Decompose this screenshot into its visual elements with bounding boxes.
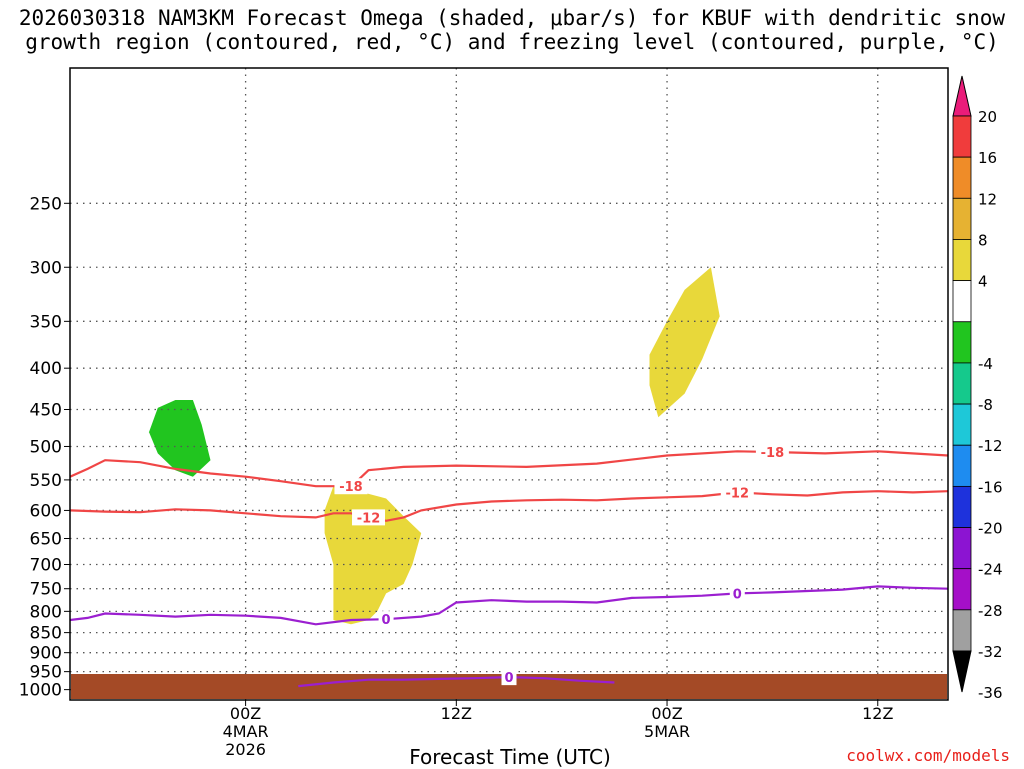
colorbar-seg-4 (953, 281, 971, 322)
colorbar-label-11: -28 (978, 602, 1003, 620)
source-credit: coolwx.com/models (846, 746, 1010, 765)
ytick-label-950: 950 (30, 663, 62, 683)
colorbar-seg-9 (953, 486, 971, 527)
colorbar-label-9: -20 (978, 520, 1003, 538)
contour-label-freezing-level-0: 0 (382, 613, 391, 628)
x-axis-title: Forecast Time (UTC) (350, 745, 670, 769)
contour-label-dgz-top-0: -18 (339, 480, 363, 495)
ytick-label-450: 450 (30, 401, 62, 421)
colorbar-seg-12 (953, 610, 971, 651)
colorbar-label-5: -4 (978, 355, 993, 373)
ytick-label-300: 300 (30, 258, 62, 278)
colorbar-label-7: -12 (978, 437, 1003, 455)
colorbar-seg-1 (953, 157, 971, 198)
colorbar-label-10: -24 (978, 561, 1003, 579)
ytick-label-350: 350 (30, 312, 62, 332)
ytick-label-400: 400 (30, 359, 62, 379)
colorbar-label-3: 8 (978, 231, 988, 249)
ytick-label-250: 250 (30, 194, 62, 214)
ytick-label-1000: 1000 (19, 681, 62, 701)
xtick-label-0-2: 2026 (225, 740, 266, 759)
ytick-label-700: 700 (30, 556, 62, 576)
ytick-label-800: 800 (30, 602, 62, 622)
omega-region-orange-low (1018, 502, 1024, 607)
colorbar-seg-2 (953, 198, 971, 239)
colorbar-top-arrow (953, 76, 971, 116)
colorbar-label-6: -8 (978, 396, 993, 414)
xtick-label-36-0: 12Z (862, 704, 893, 723)
omega-colorbar: 20 16 12 8 4 -4 -8 -12 -16 -20 -24 -28 -32 -36 (953, 76, 1003, 702)
plot-area (70, 68, 948, 700)
contour-label-dgz-top-1: -18 (761, 446, 785, 461)
colorbar-label-0: 20 (978, 108, 997, 126)
ytick-label-900: 900 (30, 644, 62, 664)
colorbar-bottom-arrow (953, 651, 971, 692)
colorbar-label-1: 16 (978, 149, 997, 167)
colorbar-seg-11 (953, 569, 971, 610)
colorbar-seg-10 (953, 528, 971, 569)
colorbar-seg-6 (953, 363, 971, 404)
colorbar-label-8: -16 (978, 478, 1003, 496)
ytick-label-850: 850 (30, 624, 62, 644)
ytick-label-650: 650 (30, 530, 62, 550)
ytick-label-750: 750 (30, 580, 62, 600)
contour-label-dgz-bottom-0: -12 (357, 511, 381, 526)
xtick-label-12-0: 12Z (441, 704, 472, 723)
colorbar-label-4: 4 (978, 273, 988, 291)
contour-label-freezing-level-1: 0 (733, 587, 742, 602)
xtick-label-0-1: 4MAR (223, 722, 269, 741)
ytick-label-600: 600 (30, 501, 62, 521)
contour-label-freezing-level-low-0: 0 (504, 671, 513, 686)
ytick-label-500: 500 (30, 437, 62, 457)
contour-label-dgz-bottom-1: -12 (726, 486, 750, 501)
colorbar-label-13: -36 (978, 684, 1003, 702)
colorbar-label-12: -32 (978, 643, 1003, 661)
colorbar-seg-5 (953, 322, 971, 363)
ytick-label-550: 550 (30, 471, 62, 491)
pressure-axis: 2503003504004505005506006507007508008509… (19, 194, 70, 700)
colorbar-seg-0 (953, 116, 971, 157)
xtick-label-0-0: 00Z (230, 704, 261, 723)
colorbar-label-2: 12 (978, 190, 997, 208)
colorbar-seg-3 (953, 239, 971, 280)
colorbar-seg-8 (953, 445, 971, 486)
colorbar-seg-7 (953, 404, 971, 445)
omega-region-green-storm (1010, 166, 1024, 476)
xtick-label-24-1: 5MAR (644, 722, 690, 741)
xtick-label-24-0: 00Z (651, 704, 682, 723)
